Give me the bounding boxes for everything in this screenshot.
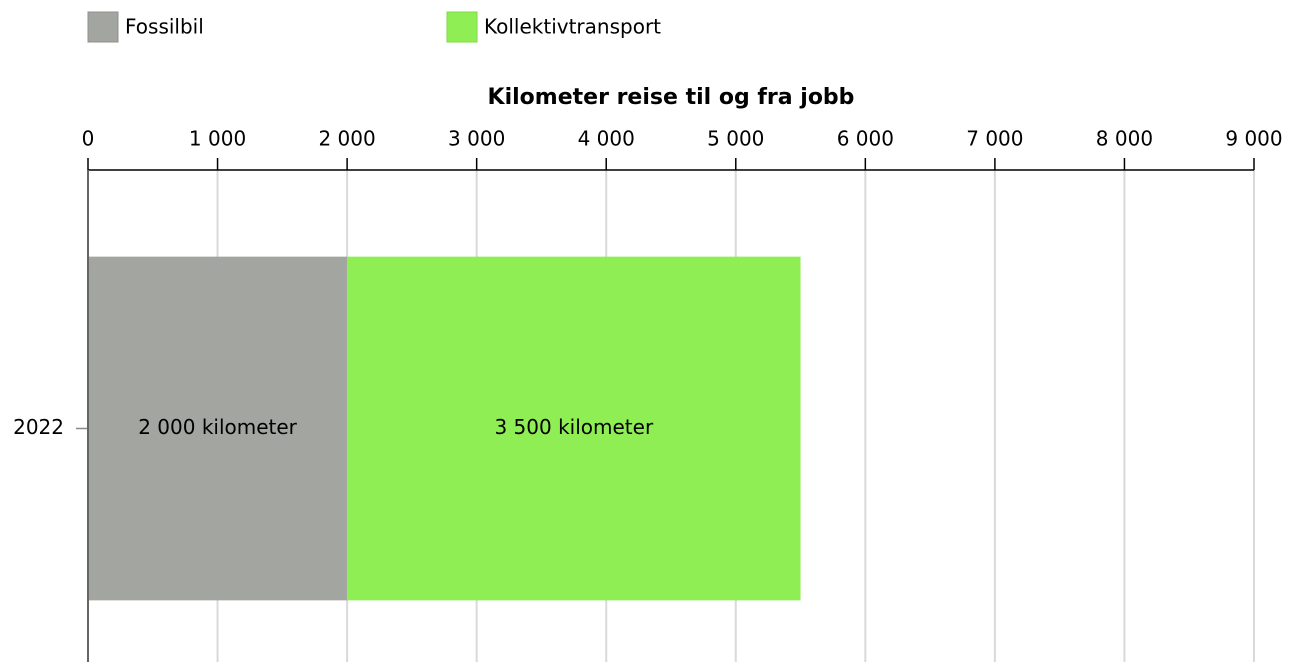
x-tick-label: 9 000 [1225,127,1282,151]
x-tick-label: 2 000 [318,127,375,151]
x-tick-label: 6 000 [837,127,894,151]
bar [347,256,801,601]
legend-label: Fossilbil [125,15,204,39]
x-tick-label: 5 000 [707,127,764,151]
data-label: 2 000 kilometer [138,415,297,439]
y-tick-label: 2022 [13,415,64,439]
x-tick-label: 3 000 [448,127,505,151]
data-label: 3 500 kilometer [494,415,653,439]
x-tick-label: 8 000 [1096,127,1153,151]
x-tick-label: 7 000 [966,127,1023,151]
x-tick-label: 4 000 [578,127,635,151]
legend-swatch [87,11,119,43]
legend-swatch [446,11,478,43]
x-tick-label: 0 [82,127,95,151]
legend-label: Kollektivtransport [484,15,661,39]
bar [88,256,348,601]
x-tick-label: 1 000 [189,127,246,151]
axis-title: Kilometer reise til og fra jobb [488,85,855,110]
